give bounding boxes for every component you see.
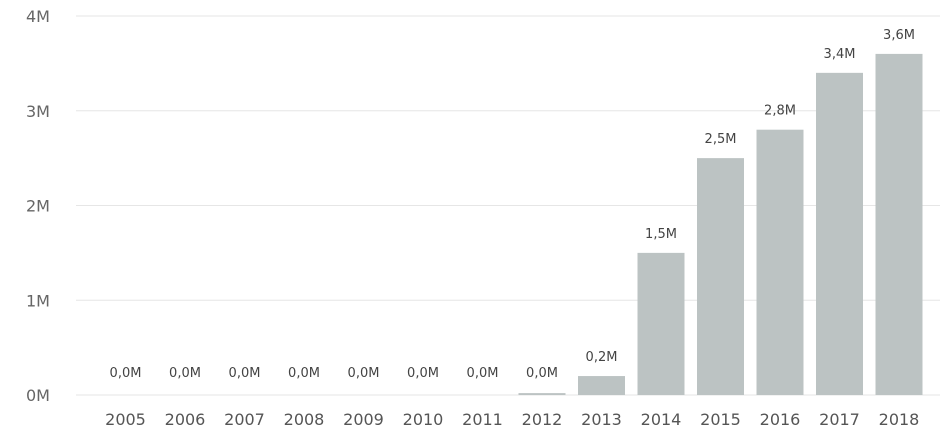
y-tick-label: 0M — [26, 386, 50, 405]
data-label-2015: 2,5M — [705, 132, 737, 147]
x-tick-label-2006: 2006 — [165, 410, 206, 429]
x-tick-label-2011: 2011 — [462, 410, 503, 429]
x-tick-label-2010: 2010 — [403, 410, 444, 429]
data-label-2013: 0,2M — [586, 350, 618, 365]
y-tick-label: 4M — [26, 7, 50, 26]
data-label-2005: 0,0M — [110, 366, 142, 381]
data-label-2017: 3,4M — [824, 47, 856, 62]
x-tick-label-2007: 2007 — [224, 410, 265, 429]
bar-2013 — [578, 376, 625, 395]
y-tick-label: 3M — [26, 102, 50, 121]
x-tick-label-2005: 2005 — [105, 410, 146, 429]
data-labels: 0,0M 0,0M 0,0M 0,0M 0,0M 0,0M 0,0M 0,0M 0,2M 1,5M… — [110, 28, 915, 381]
x-tick-label-2013: 2013 — [581, 410, 622, 429]
gridlines — [76, 15, 940, 396]
bar-2018 — [875, 53, 923, 396]
bar-2017 — [816, 72, 863, 395]
x-tick-label-2008: 2008 — [284, 410, 325, 429]
x-tick-label-2015: 2015 — [700, 410, 741, 429]
y-tick-label: 2M — [26, 197, 50, 216]
data-label-2006: 0,0M — [169, 366, 201, 381]
data-label-2011: 0,0M — [467, 366, 499, 381]
data-label-2007: 0,0M — [229, 366, 261, 381]
x-tick-label-2016: 2016 — [760, 410, 801, 429]
x-tick-label-2017: 2017 — [819, 410, 860, 429]
bar-2015 — [697, 158, 744, 395]
data-label-2010: 0,0M — [407, 366, 439, 381]
y-tick-label: 1M — [26, 291, 50, 310]
data-label-2018: 3,6M — [883, 28, 915, 43]
bar-2014 — [637, 252, 685, 395]
x-tick-label-2014: 2014 — [641, 410, 682, 429]
y-axis-ticks: 0M 1M 2M 3M 4M — [26, 7, 50, 405]
bar-2016 — [756, 129, 804, 395]
x-tick-label-2018: 2018 — [879, 410, 920, 429]
bars — [518, 53, 923, 396]
bar-2012 — [518, 393, 566, 395]
x-tick-label-2012: 2012 — [522, 410, 563, 429]
data-label-2008: 0,0M — [288, 366, 320, 381]
data-label-2009: 0,0M — [348, 366, 380, 381]
x-tick-label-2009: 2009 — [343, 410, 384, 429]
data-label-2014: 1,5M — [645, 227, 677, 242]
data-label-2016: 2,8M — [764, 104, 796, 119]
x-axis-ticks: 2005 2006 2007 2008 2009 2010 2011 2012 2013 2014… — [105, 410, 919, 429]
data-label-2012: 0,0M — [526, 366, 558, 381]
